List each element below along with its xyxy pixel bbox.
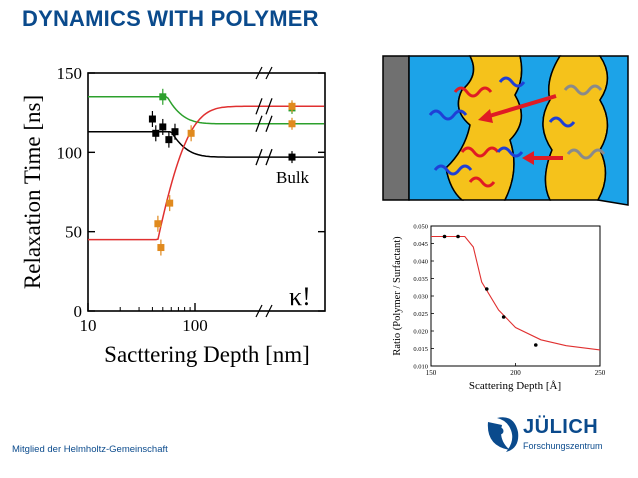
polymer-blue-1 (428, 109, 468, 121)
chart2-xtick-label: 250 (595, 369, 606, 377)
arrow-1 (485, 94, 557, 119)
chart1-data-point (166, 199, 174, 207)
chart2-ytick-label: 0.020 (413, 329, 428, 336)
logo-subtitle: Forschungszentrum (523, 441, 603, 451)
chart1-data-point (159, 123, 167, 131)
micelle-right (596, 55, 629, 206)
chart1-curve-break (255, 148, 263, 166)
chart1-xlabel: Sacttering Depth [nm] (104, 342, 310, 367)
chart1-ytick-label: 150 (57, 64, 83, 83)
polymer-blue-2 (433, 164, 473, 176)
chart2-data-point (484, 287, 489, 291)
chart1-ylabel: Relaxation Time [ns] (20, 95, 45, 289)
chart1-ytick-label: 100 (57, 143, 83, 162)
chart1-curve-break (265, 148, 273, 166)
chart2-ytick-label: 0.050 (413, 224, 428, 231)
logo-name: JÜLICH (523, 416, 599, 438)
polymer-blue-4 (496, 146, 524, 158)
chart1-data-point (154, 220, 162, 228)
chart2-xlabel: Scattering Depth [Å] (469, 380, 561, 392)
chart1-axis-break (265, 66, 273, 80)
chart1-axis-break (255, 304, 263, 318)
chart1-curve-break (255, 115, 263, 133)
chart1-axis-break (265, 304, 273, 318)
chart2-fit-curve (431, 235, 601, 351)
chart1-ytick-label: 50 (65, 223, 82, 242)
polymer-grey-2 (566, 148, 606, 160)
chart2-ytick-label: 0.025 (413, 311, 428, 318)
chart1-data-point (187, 129, 195, 137)
ratio-chart: 0.010 0.015 0.020 0.025 0.030 0.035 0.040 0.045… (392, 224, 606, 393)
micelle-yellow-2 (542, 55, 609, 201)
chart2-ytick-label: 0.015 (413, 346, 428, 353)
chart1-ytick-label: 0 (74, 302, 83, 321)
chart1-data-point (171, 128, 179, 136)
chart2-data-point (456, 234, 460, 239)
chart1-data-point (165, 136, 173, 144)
wall-block (382, 55, 410, 201)
chart2-xtick-label: 200 (510, 369, 521, 377)
chart2-ytick-label: 0.040 (413, 259, 428, 266)
logo-swoosh-icon-2 (497, 417, 519, 452)
kappa-label: κ! (289, 282, 311, 311)
arrowhead-1 (478, 109, 493, 123)
chart1-frame (87, 72, 326, 312)
polymer-grey-1 (563, 84, 603, 96)
chart1-data-point (159, 93, 167, 101)
chart1-curve-break (265, 115, 273, 133)
julich-logo-mark (487, 417, 519, 452)
polymer-schematic (382, 55, 629, 206)
relaxation-time-chart: 0 50 100 150 10 100 Relaxation Time [ns] Sact… (20, 64, 326, 367)
chart2-data-point (442, 234, 447, 239)
logo-swoosh-icon (487, 422, 510, 450)
footer-text: Mitglied der Helmholtz-Gemeinschaft (12, 444, 168, 455)
polymer-red-3 (468, 176, 496, 188)
polymer-blue-3 (498, 76, 526, 88)
chart1-fit-curve (88, 130, 324, 158)
chart1-bulk-point (288, 153, 296, 161)
chart2-frame (430, 225, 601, 367)
polymer-red-1 (453, 86, 493, 98)
chart1-data-point (152, 129, 160, 137)
chart2-ytick-label: 0.045 (413, 241, 428, 248)
chart1-data-point (148, 115, 156, 123)
chart1-fit-curve (88, 96, 324, 125)
chart1-xtick-label: 10 (80, 316, 97, 335)
chart1-xtick-label: 100 (182, 316, 208, 335)
polymer-red-2 (460, 146, 500, 158)
chart2-ytick-label: 0.030 (413, 294, 428, 301)
arrowhead-2 (522, 151, 534, 165)
chart1-bulk-point (288, 120, 296, 128)
chart2-data-point (501, 315, 506, 319)
chart2-ylabel: Ratio (Polymer / Surfactant) (392, 236, 403, 356)
chart1-bulk-point (288, 102, 296, 110)
polymer-blue-5 (548, 116, 576, 128)
chart1-data-point (157, 244, 165, 252)
chart1-axis-break (255, 66, 263, 80)
chart1-bulk-label: Bulk (276, 168, 310, 187)
chart2-ytick-label: 0.010 (413, 364, 428, 371)
chart1-curve-break (255, 98, 263, 115)
chart1-fit-curve (88, 105, 324, 241)
slide-title: DYNAMICS WITH POLYMER (22, 6, 319, 31)
chart1-curve-break (265, 98, 273, 115)
chart2-ytick-label: 0.035 (413, 276, 428, 283)
chart2-data-point (533, 343, 538, 347)
logo-dot-icon (496, 427, 504, 435)
chart2-xtick-label: 150 (426, 369, 437, 377)
